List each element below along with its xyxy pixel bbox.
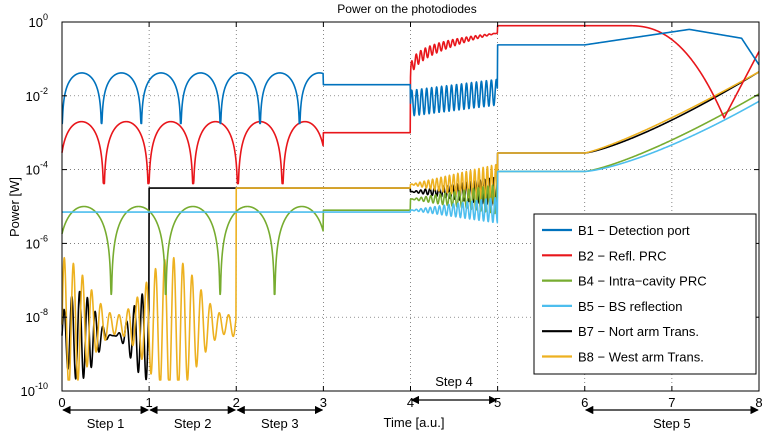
series-line-b5 [61,100,760,224]
step-label: Step 1 [87,416,125,431]
x-tick-label: 8 [755,395,762,410]
legend-label: B2 − Refl. PRC [578,248,667,263]
x-tick-label: 4 [407,395,414,410]
series-line-b7 [61,71,760,381]
legend-label: B8 − West arm Trans. [578,350,704,365]
y-tick-label: 100 [29,12,48,30]
legend-label: B5 − BS reflection [578,299,682,314]
y-tick-label: 10-6 [26,233,48,251]
step-label: Step 4 [435,374,473,389]
x-tick-label: 3 [320,395,327,410]
ticks: 0 1 2 3 4 5 6 7 8 10-10 10-8 10-6 10-4 10-2 100 [21,12,763,410]
series-line-b1 [61,28,760,125]
x-axis-label: Time [a.u.] [384,415,445,430]
y-tick-label: 10-10 [21,381,48,399]
x-tick-label: 1 [146,395,153,410]
y-tick-label: 10-8 [26,307,48,325]
legend-label: B4 − Intra−cavity PRC [578,274,707,289]
legend: B1 − Detection port B2 − Refl. PRC B4 − In… [533,213,757,375]
series-line-b8 [61,71,760,381]
legend-label: B1 − Detection port [578,223,690,238]
step-label: Step 5 [653,416,691,431]
y-tick-label: 10-2 [26,86,48,104]
x-tick-label: 2 [233,395,240,410]
series-line-b4 [61,93,760,296]
y-axis-label: Power [W] [7,177,22,237]
y-tick-label: 10-4 [26,160,48,178]
step-label: Step 2 [174,416,212,431]
x-tick-label: 6 [581,395,588,410]
series-layer [61,24,760,381]
series-line-b2 [61,24,760,185]
x-tick-label: 5 [494,395,501,410]
step-label: Step 3 [261,416,299,431]
step-annotations: Step 1 Step 2 Step 3 Step 4 Step 5 [62,374,759,431]
legend-box [533,213,757,375]
x-tick-label: 7 [668,395,675,410]
x-tick-label: 0 [58,395,65,410]
legend-label: B7 − Nort arm Trans. [578,324,699,339]
chart-title: Power on the photodiodes [337,2,476,16]
